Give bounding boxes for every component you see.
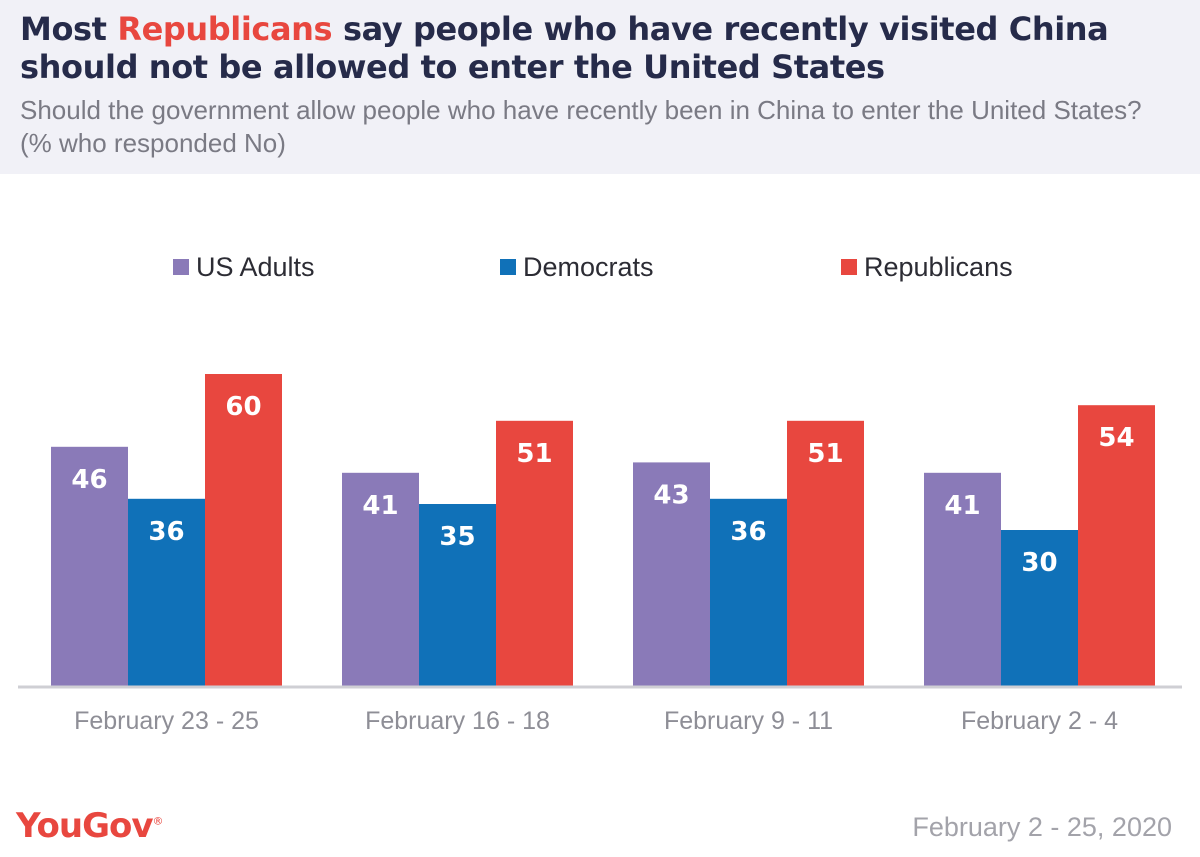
legend-label-republicans: Republicans <box>864 251 1013 282</box>
data-label-democrats: 36 <box>148 517 184 547</box>
bar-chart: 46 36 60 February 23 - 25 41 35 51 February 16 … <box>18 374 1182 735</box>
header-panel: Most Republicans say people who have rec… <box>0 0 1200 174</box>
legend-label-us-adults: US Adults <box>196 251 315 282</box>
x-axis-tick-label: February 16 - 18 <box>365 707 550 735</box>
legend-swatch-us-adults <box>173 259 189 275</box>
data-label-republicans: 60 <box>225 392 261 422</box>
chart-subtitle: Should the government allow people who h… <box>20 95 1142 158</box>
bar-democrats <box>1001 530 1078 686</box>
chart-title: Most Republicans say people who have rec… <box>20 10 1180 86</box>
registered-mark: ® <box>152 814 164 828</box>
data-label-democrats: 35 <box>439 522 475 552</box>
legend-swatch-democrats <box>500 259 516 275</box>
bar-us-adults <box>633 462 710 686</box>
data-label-democrats: 36 <box>730 517 766 547</box>
data-label-republicans: 54 <box>1098 423 1134 453</box>
bar-democrats <box>128 498 205 686</box>
bar-democrats <box>419 504 496 686</box>
bar-us-adults <box>51 446 128 686</box>
title-highlight: Republicans <box>117 10 333 48</box>
legend-item-democrats: Democrats <box>500 250 654 284</box>
legend-label-democrats: Democrats <box>523 251 654 282</box>
bar-republicans <box>205 374 282 686</box>
legend-item-us-adults: US Adults <box>173 250 315 284</box>
data-label-us-adults: 43 <box>653 480 689 510</box>
title-suffix: say people who have recently visited Chi… <box>20 10 1109 86</box>
bar-us-adults <box>342 472 419 686</box>
data-label-republicans: 51 <box>516 439 552 469</box>
data-label-us-adults: 46 <box>71 465 107 495</box>
bar-democrats <box>710 498 787 686</box>
bar-republicans <box>787 420 864 686</box>
data-label-republicans: 51 <box>807 439 843 469</box>
yougov-logo: YouGov® <box>16 806 164 846</box>
legend-item-republicans: Republicans <box>841 250 1013 284</box>
x-axis-tick-label: February 23 - 25 <box>74 707 259 735</box>
logo-text: YouGov <box>16 806 153 846</box>
date-range: February 2 - 25, 2020 <box>912 812 1172 842</box>
x-axis-tick-label: February 2 - 4 <box>961 707 1118 735</box>
data-label-democrats: 30 <box>1021 548 1057 578</box>
data-label-us-adults: 41 <box>944 491 980 521</box>
title-prefix: Most <box>20 10 118 48</box>
x-axis-tick-label: February 9 - 11 <box>664 707 833 735</box>
bar-us-adults <box>924 472 1001 686</box>
legend-swatch-republicans <box>841 259 857 275</box>
data-label-us-adults: 41 <box>362 491 398 521</box>
bar-republicans <box>1078 405 1155 686</box>
bar-republicans <box>496 420 573 686</box>
